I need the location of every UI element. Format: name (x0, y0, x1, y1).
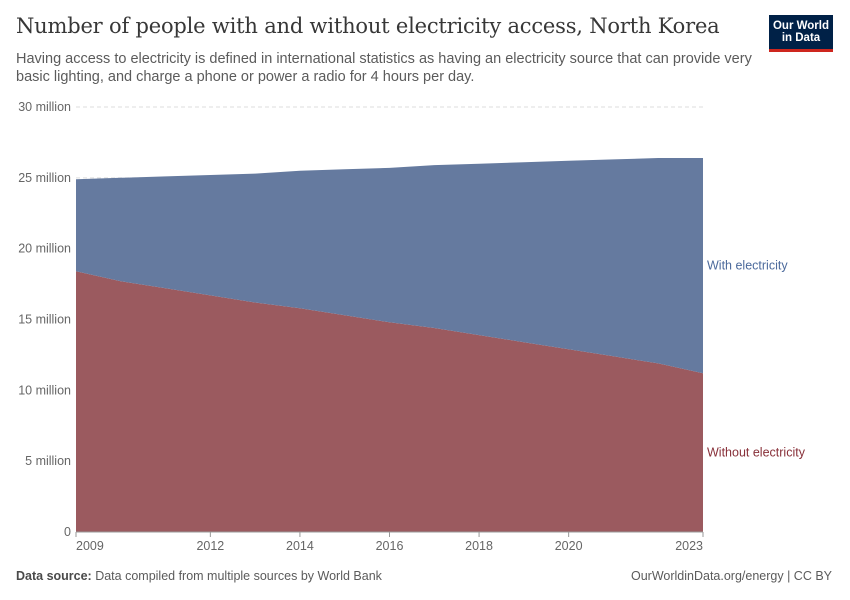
x-tick-label: 2016 (376, 539, 404, 553)
footer-link[interactable]: OurWorldinData.org/energy | CC BY (630, 569, 832, 583)
chart-title: Number of people with and without electr… (16, 14, 720, 38)
x-tick-label: 2018 (465, 539, 493, 553)
x-tick-label: 2023 (675, 539, 703, 553)
series-label-without-electricity: Without electricity (707, 446, 806, 460)
x-tick-labels: 2009 2012 2014 2016 2018 2020 2023 (76, 539, 703, 553)
area-without-electricity[interactable] (76, 271, 703, 532)
y-tick-label: 15 million (18, 313, 71, 327)
chart-subtitle: Having access to electricity is defined … (16, 51, 752, 85)
area-with-electricity[interactable] (76, 158, 703, 374)
y-tick-label: 10 million (18, 383, 71, 397)
area-layer (76, 158, 703, 532)
series-labels: Without electricity With electricity (707, 259, 806, 460)
logo-line-2: in Data (781, 32, 821, 44)
axes (75, 531, 704, 537)
logo-line-1: Our World (772, 20, 829, 32)
data-source: Data source: Data compiled from multiple… (16, 569, 382, 583)
series-label-with-electricity: With electricity (707, 259, 788, 273)
owid-logo[interactable]: Our World in Data (769, 15, 833, 52)
x-tick-label: 2009 (76, 539, 104, 553)
data-source-text: Data compiled from multiple sources by W… (91, 569, 382, 583)
y-tick-label: 25 million (18, 171, 71, 185)
y-tick-label: 30 million (18, 100, 71, 114)
x-tick-label: 2020 (555, 539, 583, 553)
data-source-label: Data source: (16, 569, 92, 583)
y-tick-label: 20 million (18, 242, 71, 256)
y-tick-label: 0 (64, 525, 71, 539)
y-tick-label: 5 million (25, 454, 71, 468)
x-tick-label: 2012 (196, 539, 224, 553)
area-chart: 0 5 million 10 million 15 million 20 million… (18, 100, 806, 553)
x-tick-label: 2014 (286, 539, 314, 553)
y-tick-labels: 0 5 million 10 million 15 million 20 million… (18, 100, 71, 539)
